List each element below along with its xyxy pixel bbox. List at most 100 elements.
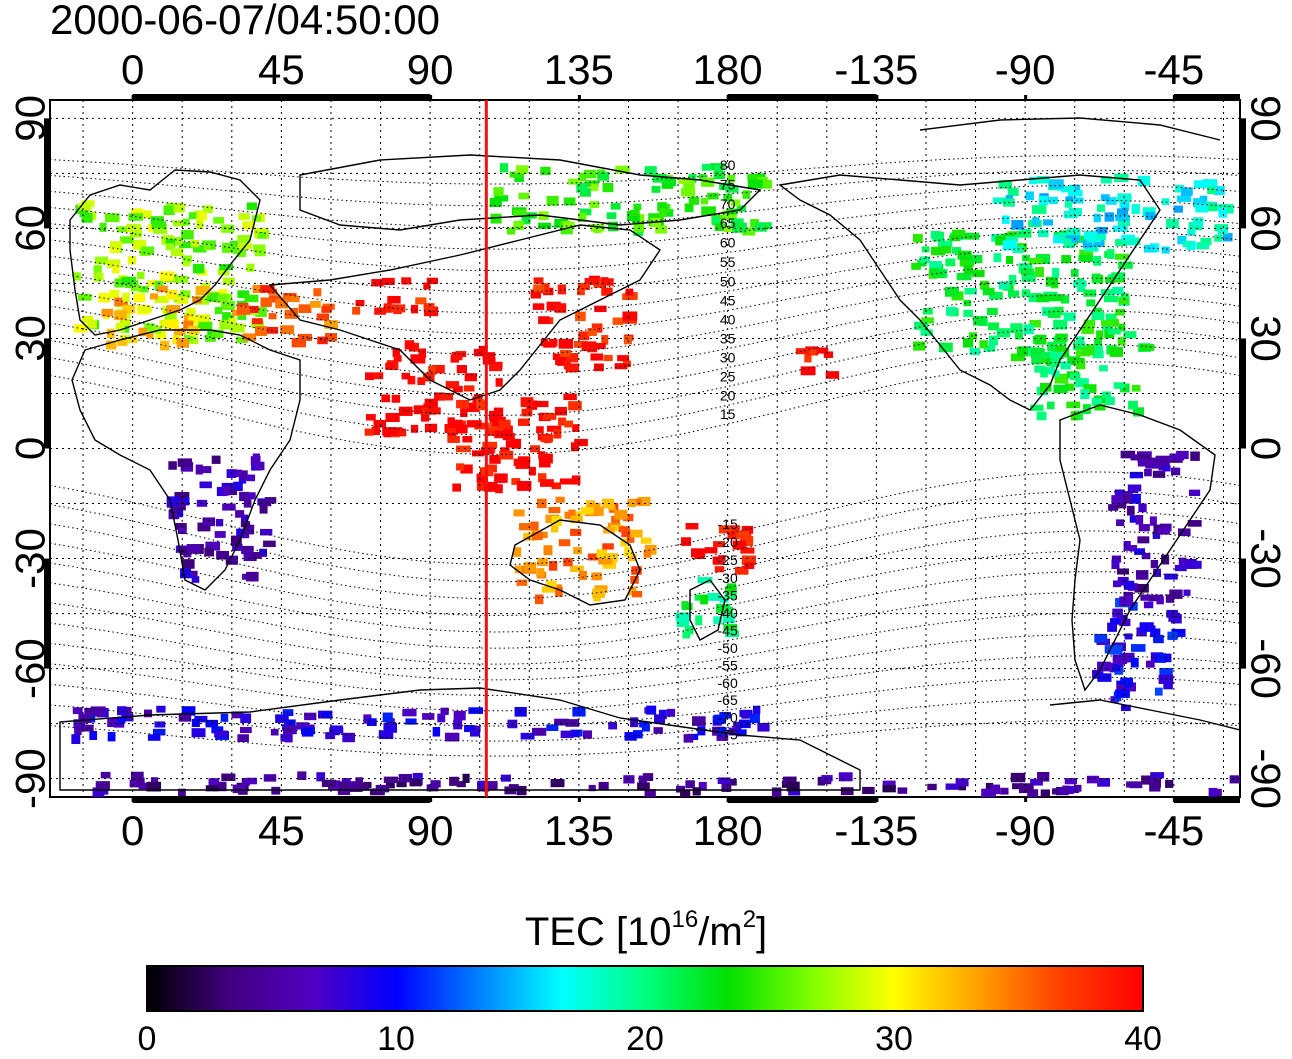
tec-cell bbox=[1100, 194, 1110, 202]
tec-cell bbox=[625, 288, 634, 296]
tec-cell bbox=[560, 226, 573, 235]
tec-cell bbox=[1012, 783, 1024, 790]
tec-cell bbox=[602, 560, 617, 569]
tec-cell bbox=[1162, 465, 1171, 472]
tec-cell bbox=[1186, 240, 1196, 250]
tec-cell bbox=[1159, 667, 1173, 676]
tec-cell bbox=[952, 229, 966, 239]
tec-cell bbox=[1163, 683, 1173, 690]
tec-cell bbox=[175, 523, 187, 530]
tec-cell bbox=[707, 593, 721, 601]
tec-cell bbox=[439, 392, 454, 401]
tec-cell bbox=[1107, 622, 1118, 632]
tec-cell bbox=[382, 427, 397, 436]
tec-cell bbox=[1213, 186, 1225, 196]
tec-cell bbox=[1061, 186, 1075, 193]
tec-cell bbox=[717, 727, 727, 735]
tec-cell bbox=[788, 789, 801, 796]
tec-cell bbox=[540, 338, 549, 347]
tec-cell bbox=[1113, 382, 1126, 389]
tec-cell bbox=[1047, 341, 1056, 352]
tec-cell bbox=[1155, 455, 1170, 463]
tec-cell bbox=[455, 424, 468, 434]
tec-cell bbox=[1082, 239, 1093, 248]
tec-cell bbox=[714, 566, 725, 573]
tec-cell bbox=[738, 719, 751, 729]
tec-cell bbox=[1092, 350, 1104, 359]
tec-cell bbox=[79, 210, 89, 217]
left-tick-label: 30 bbox=[7, 315, 54, 362]
tec-cell bbox=[1091, 311, 1105, 321]
tec-cell bbox=[316, 313, 330, 321]
tec-cell bbox=[536, 426, 544, 434]
tec-cell bbox=[110, 241, 123, 249]
tec-cell bbox=[244, 294, 259, 303]
tec-cell bbox=[1018, 783, 1034, 794]
tec-cell bbox=[197, 314, 211, 324]
frame-bar-right bbox=[1240, 558, 1246, 669]
tec-cell bbox=[589, 201, 600, 209]
tec-cell bbox=[1029, 257, 1043, 265]
tec-cell bbox=[214, 307, 223, 314]
tec-cell bbox=[254, 461, 265, 471]
tec-cell bbox=[241, 777, 250, 786]
tec-cell bbox=[1028, 292, 1043, 303]
tec-cell bbox=[607, 221, 619, 232]
tec-cell bbox=[130, 285, 142, 292]
tec-cell bbox=[642, 773, 654, 781]
tec-cell bbox=[107, 717, 120, 728]
tec-cell bbox=[240, 713, 252, 724]
tec-cell bbox=[540, 284, 550, 294]
tec-cell bbox=[1134, 583, 1149, 593]
tec-cell bbox=[612, 317, 624, 325]
tec-cell bbox=[177, 458, 193, 467]
tec-cell bbox=[530, 521, 539, 531]
tec-cell bbox=[117, 338, 128, 346]
tec-cell bbox=[786, 781, 800, 792]
tec-cell bbox=[1156, 527, 1171, 535]
tec-cell bbox=[573, 546, 582, 555]
tec-cell bbox=[1081, 347, 1095, 356]
tec-cell bbox=[570, 515, 583, 524]
tec-cell bbox=[1123, 541, 1131, 551]
tec-cell bbox=[1145, 777, 1156, 785]
tec-cell bbox=[911, 262, 921, 270]
tec-cell bbox=[651, 185, 661, 193]
tec-cell bbox=[897, 787, 908, 794]
tec-cell bbox=[141, 210, 152, 219]
contour-label: 60 bbox=[720, 235, 736, 251]
tec-cell bbox=[109, 245, 120, 253]
tec-cell bbox=[1149, 516, 1157, 526]
tec-cell bbox=[684, 625, 694, 635]
tec-cell bbox=[168, 461, 177, 470]
tec-cell bbox=[622, 311, 638, 321]
tec-cell bbox=[1115, 239, 1128, 246]
tec-cell bbox=[1194, 180, 1207, 189]
tec-cell bbox=[383, 776, 399, 783]
tec-cell bbox=[570, 528, 582, 536]
tec-cell bbox=[742, 190, 751, 199]
tec-cell bbox=[692, 716, 706, 726]
tec-cell bbox=[455, 445, 471, 453]
tec-cell bbox=[1082, 404, 1091, 414]
tec-cell bbox=[804, 354, 812, 363]
tec-cell bbox=[1055, 333, 1068, 342]
tec-cell bbox=[432, 726, 441, 737]
tec-cell bbox=[1053, 319, 1068, 330]
right-tick-label: 90 bbox=[1242, 95, 1289, 142]
colorbar-title-exponent: 16 bbox=[671, 906, 699, 933]
tec-cell bbox=[1161, 198, 1170, 205]
tec-cell bbox=[1177, 235, 1187, 245]
tec-cell bbox=[77, 293, 92, 301]
tec-cell bbox=[237, 734, 249, 743]
tec-cell bbox=[1109, 346, 1124, 357]
tec-cell bbox=[698, 174, 707, 181]
tec-cell bbox=[550, 779, 565, 788]
tec-cell bbox=[1178, 557, 1187, 566]
tec-cell bbox=[1093, 231, 1106, 241]
tec-cell bbox=[1068, 189, 1083, 197]
tec-cell bbox=[373, 419, 387, 428]
tec-cell bbox=[741, 711, 750, 719]
tec-cell bbox=[163, 205, 175, 216]
tec-cell bbox=[1190, 451, 1200, 461]
